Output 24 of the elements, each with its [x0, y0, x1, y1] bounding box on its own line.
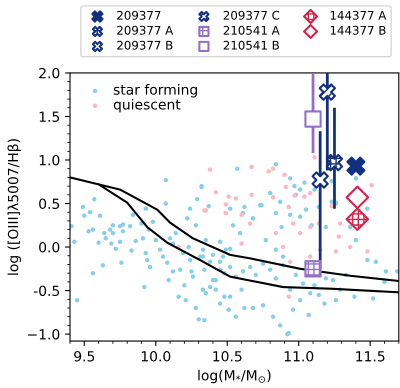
x-tick-label: 10.0 [142, 351, 170, 362]
y-tick-label: −1.0 [28, 329, 60, 340]
legend-label: 209377 C [224, 10, 280, 20]
y-tick-label: 2.0 [39, 68, 60, 78]
legend-label: 210541 A [224, 26, 280, 35]
legend-label: star forming [114, 84, 197, 98]
y-tick-label: -0.5 [34, 286, 60, 296]
x-axis-title: log(M$_{*}$/M$_{⊙}$) [198, 370, 271, 384]
x-tick-label: 10.5 [213, 351, 242, 362]
legend-label: 209377 B [117, 40, 172, 50]
legend-label: 209377 [117, 10, 160, 20]
x-tick-label: 11.0 [284, 351, 314, 362]
y-tick-label: 0.5 [39, 198, 60, 209]
legend-label: 210541 B [224, 40, 279, 50]
y-tick-label: 1.5 [40, 112, 60, 122]
x-tick-label: 9.5 [74, 351, 94, 362]
legend-label: 144377 B [330, 26, 386, 35]
y-tick-label: 0.0 [39, 242, 60, 253]
legend-label: 144377 A [330, 10, 386, 20]
y-axis-title: log ([OIII]λ5007/Hβ) [7, 139, 21, 275]
x-tick-label: 11.5 [356, 351, 384, 362]
legend-label: quiescent [114, 98, 180, 112]
y-tick-label: 1.0 [40, 154, 60, 166]
legend-label: 209377 A [117, 26, 174, 35]
